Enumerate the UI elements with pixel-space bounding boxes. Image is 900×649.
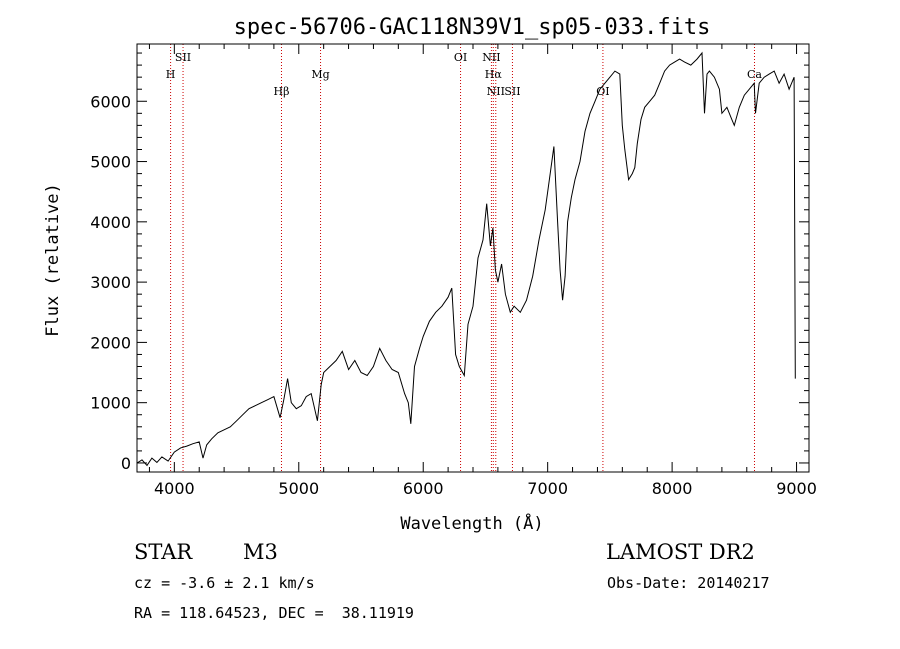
x-tick-label: 8000 (652, 479, 693, 498)
spectral-line-label: SII (175, 51, 191, 64)
spectrum-line (136, 51, 796, 467)
spectral-line-label: Hβ (274, 85, 290, 98)
x-tick-label: 6000 (403, 479, 444, 498)
y-tick-label: 6000 (90, 92, 131, 111)
y-tick-label: 2000 (90, 333, 131, 352)
y-tick-label: 5000 (90, 153, 131, 172)
x-tick-label: 9000 (776, 479, 817, 498)
x-tick-label: 4000 (154, 479, 195, 498)
x-tick-label: 5000 (278, 479, 319, 498)
spectral-line-label: Mg (311, 68, 329, 81)
axis-ticks (137, 44, 809, 472)
y-tick-label: 0 (121, 454, 131, 473)
axis-tick-labels: 4000 5000 6000 7000 8000 9000 0 1000 2000 3000 400… (90, 92, 817, 498)
y-tick-label: 4000 (90, 213, 131, 232)
y-tick-label: 3000 (90, 273, 131, 292)
x-axis-label: Wavelength (Å) (400, 512, 543, 534)
star-class: STAR (134, 540, 193, 564)
spectral-line-markers (170, 44, 755, 472)
observation-date: Obs-Date: 20140217 (607, 574, 770, 592)
spectral-line-label: H (166, 68, 176, 81)
spectral-line-label: OI (596, 85, 609, 98)
spectral-line-label: Ca (747, 68, 762, 81)
survey-name: LAMOST DR2 (606, 540, 755, 564)
spectral-line-label: Hα (485, 68, 503, 81)
spectral-line-label: SII (504, 85, 520, 98)
coordinates: RA = 118.64523, DEC = 38.11919 (134, 604, 414, 622)
x-tick-label: 7000 (527, 479, 568, 498)
y-tick-label: 1000 (90, 394, 131, 413)
star-subclass: M3 (243, 540, 278, 564)
redshift-value: cz = -3.6 ± 2.1 km/s (134, 574, 315, 592)
y-axis-label: Flux (relative) (43, 183, 63, 337)
chart-title: spec-56706-GAC118N39V1_sp05-033.fits (234, 15, 711, 40)
spectral-line-label: NII (487, 85, 505, 98)
spectral-line-label: OI (454, 51, 467, 64)
spectral-line-label: NII (482, 51, 500, 64)
